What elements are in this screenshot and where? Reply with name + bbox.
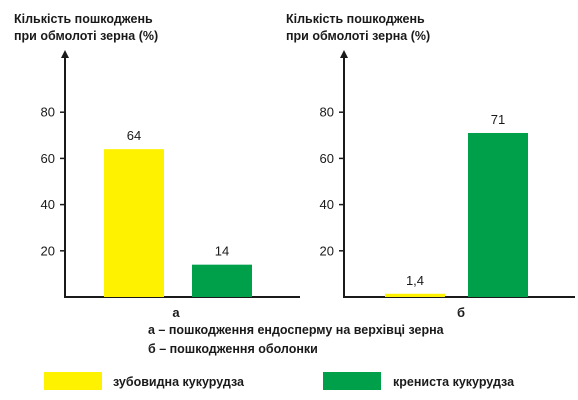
bar-value-label: 14 [215, 244, 229, 259]
footnote-a: а – пошкодження ендосперму на верхівці з… [148, 323, 445, 337]
bar-value-label: 71 [491, 112, 505, 127]
bar-value-label: 1,4 [406, 273, 424, 288]
x-category-label: а [172, 305, 180, 320]
y-tick-label: 80 [320, 105, 334, 120]
y-tick-label: 20 [320, 243, 334, 258]
chart-title-line: при обмолоті зерна (%) [286, 29, 430, 43]
y-tick-label: 40 [320, 197, 334, 212]
legend-swatch-dent-corn [44, 372, 102, 390]
bar-flint-corn [468, 132, 528, 297]
y-tick-label: 60 [41, 151, 55, 166]
chart-panel-b: Кількість пошкоджень при обмолоті зерна (… [286, 12, 575, 320]
chart-title-line: при обмолоті зерна (%) [14, 29, 158, 43]
y-tick-label: 60 [320, 151, 334, 166]
x-category-label: б [457, 305, 465, 320]
footnote-b: б – пошкодження оболонки [148, 342, 318, 356]
bar-flint-corn [192, 264, 252, 297]
legend-swatch-flint-corn [323, 372, 381, 390]
y-axis-arrow [340, 50, 348, 58]
legend-label-flint-corn: крениста кукурудза [393, 375, 515, 389]
chart-panel-a: Кількість пошкоджень при обмолоті зерна (… [14, 12, 300, 320]
y-tick-label: 20 [41, 243, 55, 258]
bar-dent-corn [385, 293, 445, 297]
y-tick-label: 80 [41, 105, 55, 120]
legend-label-dent-corn: зубовидна кукурудза [113, 375, 245, 389]
y-axis-arrow [61, 50, 69, 58]
chart-title-line: Кількість пошкоджень [286, 12, 425, 26]
chart-title-line: Кількість пошкоджень [14, 12, 153, 26]
bar-dent-corn [104, 149, 164, 297]
y-tick-label: 40 [41, 197, 55, 212]
bar-value-label: 64 [127, 128, 141, 143]
